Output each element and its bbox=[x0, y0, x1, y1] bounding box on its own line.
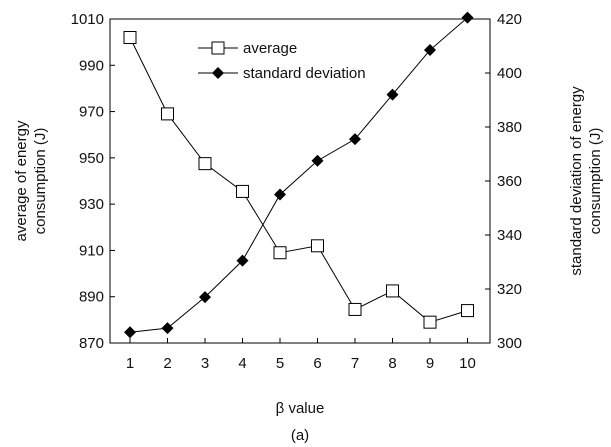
right-tick-label: 360 bbox=[497, 173, 522, 190]
left-tick-label: 1010 bbox=[71, 11, 104, 28]
standard-deviation-point bbox=[161, 322, 174, 335]
right-tick-label: 400 bbox=[497, 65, 522, 82]
left-tick-label: 870 bbox=[79, 335, 104, 352]
y-axis-title-left-line: consumption (J) bbox=[32, 128, 49, 235]
average-point bbox=[123, 31, 137, 45]
standard-deviation-point bbox=[236, 254, 249, 267]
average-point bbox=[461, 304, 474, 318]
average-point bbox=[423, 315, 437, 329]
legend-item-average: average bbox=[198, 40, 297, 57]
standard-deviation-point bbox=[274, 188, 286, 201]
x-tick-label: 5 bbox=[276, 355, 284, 372]
y-axis-title-right-line: standard deviation of energy bbox=[568, 86, 585, 276]
standard-deviation-point bbox=[199, 291, 211, 304]
standard-deviation-point bbox=[461, 11, 474, 24]
legend-item-standard-deviation: standard deviation bbox=[198, 65, 366, 82]
legend-marker-diamond bbox=[212, 67, 224, 79]
x-tick-label: 9 bbox=[426, 355, 434, 372]
average-point bbox=[311, 239, 324, 253]
x-tick-label: 8 bbox=[388, 355, 396, 372]
left-tick-label: 990 bbox=[79, 57, 104, 74]
legend: average standard deviation bbox=[198, 40, 366, 82]
right-tick-label: 300 bbox=[497, 335, 522, 352]
left-tick-label: 890 bbox=[79, 289, 104, 306]
average-point bbox=[161, 107, 174, 121]
legend-label-standard-deviation: standard deviation bbox=[243, 65, 366, 82]
standard-deviation-point bbox=[349, 133, 361, 146]
average-point bbox=[273, 246, 287, 260]
figure-caption: (a) bbox=[291, 427, 309, 444]
legend-marker-square bbox=[211, 41, 225, 55]
x-axis-title: β value bbox=[276, 400, 325, 417]
average-point bbox=[198, 157, 212, 171]
x-tick-label: 2 bbox=[163, 355, 171, 372]
left-axis: 870 890 910 930 950 970 990 1010 bbox=[71, 11, 115, 352]
left-tick-label: 970 bbox=[79, 104, 104, 121]
right-axis: 300 320 340 360 380 400 420 bbox=[485, 11, 522, 352]
average-point bbox=[386, 284, 399, 298]
x-tick-label: 1 bbox=[126, 355, 134, 372]
left-tick-label: 910 bbox=[79, 242, 104, 259]
average-point bbox=[236, 184, 249, 198]
y-axis-title-left: average of energy consumption (J) bbox=[13, 120, 49, 241]
right-tick-label: 320 bbox=[497, 281, 522, 298]
y-axis-title-right-line: consumption (J) bbox=[587, 128, 604, 235]
standard-deviation-point bbox=[424, 44, 436, 57]
left-tick-label: 950 bbox=[79, 150, 104, 167]
legend-label-average: average bbox=[243, 40, 297, 57]
x-axis: 1 2 3 4 5 6 7 8 9 10 bbox=[126, 338, 476, 372]
standard-deviation-point bbox=[124, 326, 136, 339]
standard-deviation-point bbox=[386, 88, 399, 101]
x-tick-label: 10 bbox=[459, 355, 476, 372]
x-tick-label: 7 bbox=[351, 355, 359, 372]
x-tick-label: 3 bbox=[201, 355, 209, 372]
series-line-average bbox=[129, 37, 468, 323]
right-tick-label: 420 bbox=[497, 11, 522, 28]
standard-deviation-point bbox=[311, 154, 324, 167]
right-tick-label: 380 bbox=[497, 119, 522, 136]
y-axis-title-right: standard deviation of energy consumption … bbox=[568, 86, 604, 276]
series-layer bbox=[123, 11, 474, 339]
x-tick-label: 4 bbox=[238, 355, 246, 372]
left-tick-label: 930 bbox=[79, 196, 104, 213]
series-line-standard-deviation bbox=[129, 17, 468, 333]
x-tick-label: 6 bbox=[313, 355, 321, 372]
average-point bbox=[348, 302, 362, 316]
right-tick-label: 340 bbox=[497, 227, 522, 244]
y-axis-title-left-line: average of energy bbox=[13, 120, 30, 241]
